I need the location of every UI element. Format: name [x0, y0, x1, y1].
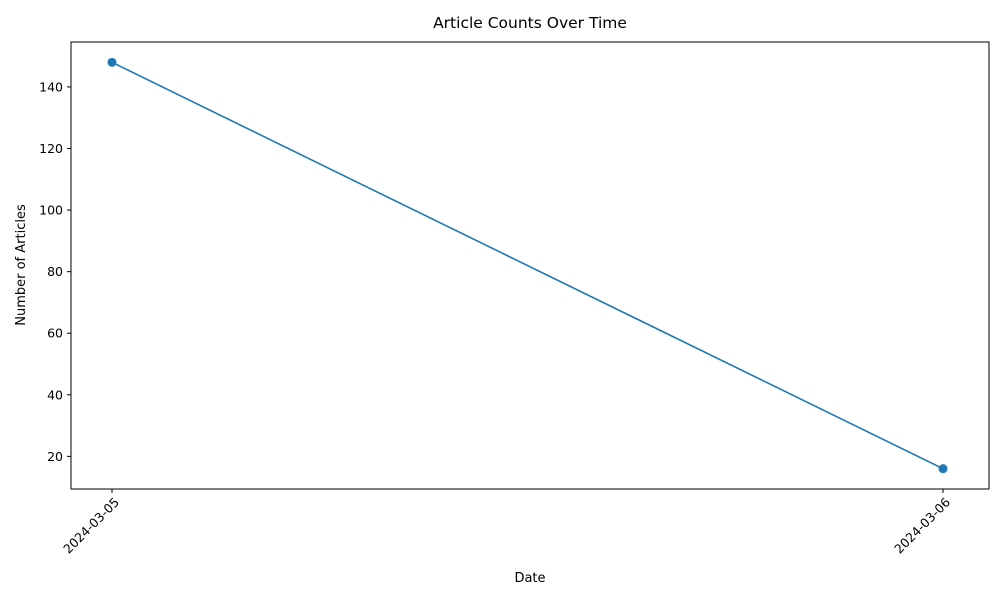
- y-tick-label: 120: [39, 141, 63, 156]
- y-tick-label: 40: [47, 387, 63, 402]
- series-line: [111, 61, 944, 470]
- y-tick-label: 20: [47, 449, 63, 464]
- plot-frame: [70, 41, 990, 490]
- y-axis-label: Number of Articles: [14, 204, 29, 326]
- y-axis-ticks: 20 40 60 80 100 120 140: [39, 79, 71, 464]
- y-tick-label: 80: [47, 264, 63, 279]
- data-point: [938, 464, 948, 474]
- y-tick-label: 140: [39, 79, 63, 94]
- y-tick-label: 100: [39, 203, 63, 218]
- data-point: [107, 57, 117, 67]
- y-tick-label: 60: [47, 326, 63, 341]
- plot-series: [107, 57, 948, 474]
- x-axis-label: Date: [514, 571, 545, 586]
- chart-title: Article Counts Over Time: [433, 14, 627, 32]
